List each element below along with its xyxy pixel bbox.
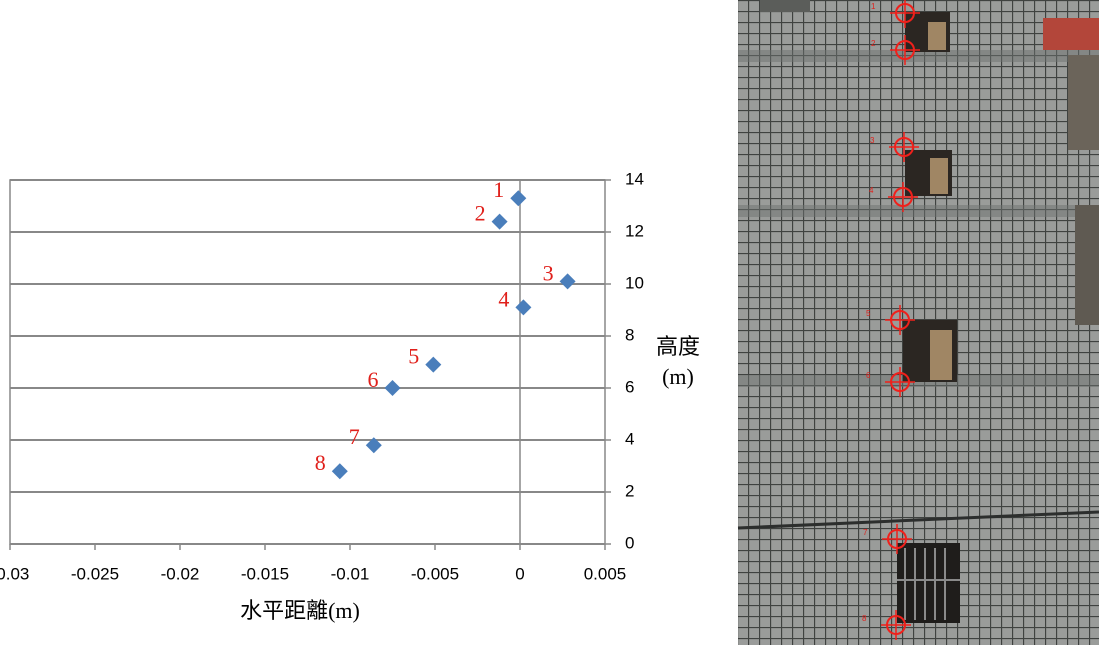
y-tick-label: 6 <box>625 377 634 396</box>
data-point <box>515 299 532 316</box>
target-cross <box>885 367 915 397</box>
plot-frame <box>9 179 606 545</box>
y-tick-label: 12 <box>625 221 644 240</box>
y-axis-title: 高度 <box>656 334 700 359</box>
x-tick-label: 0.005 <box>584 564 627 583</box>
target-cross <box>885 305 915 335</box>
data-point <box>559 273 576 290</box>
target-label: 7 <box>863 528 868 537</box>
data-point <box>491 213 508 230</box>
x-tick-label: -0.03 <box>0 564 29 583</box>
x-axis-title: 水平距離(m) <box>240 598 360 623</box>
data-point <box>510 190 527 207</box>
target-label: 8 <box>862 614 867 623</box>
point-label: 4 <box>498 286 509 311</box>
y-tick-label: 4 <box>625 429 634 448</box>
building-photo: 1 2 3 4 5 6 7 8 <box>737 0 1099 645</box>
y-tick-label: 8 <box>625 325 634 344</box>
target-label: 2 <box>871 39 876 48</box>
target-label: 3 <box>870 136 875 145</box>
target-label: 5 <box>866 309 871 318</box>
y-tick-label: 0 <box>625 533 634 552</box>
y-axis-title: (m) <box>662 364 694 389</box>
point-label: 5 <box>408 344 419 369</box>
data-point <box>365 437 382 454</box>
target-cross <box>882 524 912 554</box>
target-label: 6 <box>866 371 871 380</box>
data-point <box>425 356 442 373</box>
data-point <box>331 463 348 480</box>
x-tick-label: -0.005 <box>411 564 459 583</box>
target-cross <box>888 182 918 212</box>
point-label: 1 <box>493 177 504 202</box>
target-cross <box>890 35 920 65</box>
point-label: 6 <box>368 367 379 392</box>
y-tick-label: 10 <box>625 273 644 292</box>
x-tick-label: -0.015 <box>241 564 289 583</box>
y-tick-label: 14 <box>625 169 644 188</box>
point-label: 2 <box>475 201 486 226</box>
target-label: 1 <box>871 2 876 11</box>
target-cross <box>890 0 920 28</box>
x-tick-label: -0.02 <box>161 564 200 583</box>
x-tick-label: -0.025 <box>71 564 119 583</box>
x-tick-label: 0 <box>515 564 524 583</box>
point-label: 8 <box>315 450 326 475</box>
point-label: 7 <box>349 424 360 449</box>
x-tick-label: -0.01 <box>331 564 370 583</box>
point-label: 3 <box>543 260 554 285</box>
y-tick-label: 2 <box>625 481 634 500</box>
data-point <box>384 380 401 396</box>
target-cross <box>881 610 911 640</box>
target-cross <box>889 132 919 162</box>
target-label: 4 <box>869 186 874 195</box>
